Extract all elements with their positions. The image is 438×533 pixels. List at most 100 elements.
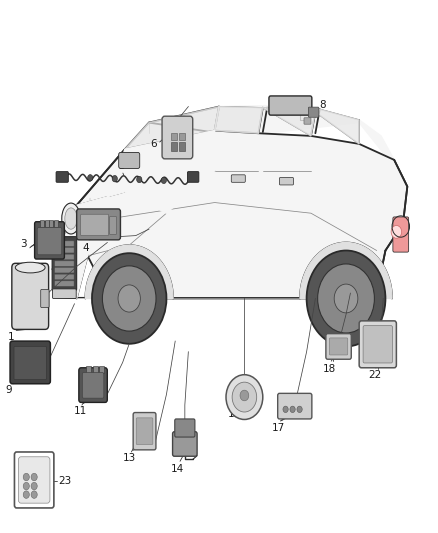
Circle shape: [23, 491, 29, 498]
FancyBboxPatch shape: [278, 393, 312, 419]
FancyBboxPatch shape: [55, 274, 74, 279]
FancyBboxPatch shape: [86, 366, 91, 373]
FancyBboxPatch shape: [393, 217, 409, 252]
Text: 5: 5: [118, 160, 125, 171]
FancyBboxPatch shape: [279, 177, 293, 185]
FancyBboxPatch shape: [269, 96, 312, 115]
Polygon shape: [53, 205, 88, 298]
FancyBboxPatch shape: [55, 261, 74, 266]
Text: 17: 17: [272, 423, 285, 433]
Circle shape: [318, 264, 374, 333]
FancyBboxPatch shape: [37, 228, 62, 255]
FancyBboxPatch shape: [173, 432, 197, 456]
FancyBboxPatch shape: [110, 216, 117, 235]
Polygon shape: [77, 131, 407, 298]
Circle shape: [137, 176, 142, 183]
FancyBboxPatch shape: [40, 220, 44, 227]
Circle shape: [297, 406, 302, 413]
Polygon shape: [85, 245, 173, 298]
Polygon shape: [215, 107, 263, 133]
Text: 6: 6: [150, 139, 157, 149]
Polygon shape: [77, 131, 215, 256]
Text: 8: 8: [320, 100, 326, 110]
FancyBboxPatch shape: [14, 452, 54, 508]
FancyBboxPatch shape: [41, 289, 49, 308]
Ellipse shape: [62, 203, 80, 234]
FancyBboxPatch shape: [55, 254, 74, 260]
Circle shape: [226, 375, 263, 419]
Circle shape: [88, 175, 93, 181]
FancyBboxPatch shape: [93, 366, 98, 373]
Circle shape: [118, 285, 140, 312]
Circle shape: [31, 491, 37, 498]
FancyBboxPatch shape: [187, 172, 199, 182]
Text: 18: 18: [323, 364, 336, 374]
Circle shape: [23, 473, 29, 481]
FancyBboxPatch shape: [35, 222, 64, 259]
Polygon shape: [315, 109, 359, 144]
FancyBboxPatch shape: [49, 220, 53, 227]
Polygon shape: [125, 106, 394, 161]
FancyBboxPatch shape: [359, 321, 396, 368]
FancyBboxPatch shape: [171, 133, 177, 140]
Circle shape: [31, 482, 37, 490]
Polygon shape: [300, 243, 392, 298]
Ellipse shape: [15, 262, 45, 273]
FancyBboxPatch shape: [77, 209, 120, 240]
FancyBboxPatch shape: [119, 152, 140, 168]
FancyBboxPatch shape: [329, 338, 348, 355]
FancyBboxPatch shape: [231, 175, 245, 182]
Circle shape: [102, 266, 156, 331]
Circle shape: [283, 406, 288, 413]
Circle shape: [161, 177, 166, 183]
Circle shape: [334, 284, 358, 313]
FancyBboxPatch shape: [308, 107, 319, 117]
FancyBboxPatch shape: [304, 118, 311, 124]
FancyBboxPatch shape: [10, 341, 50, 384]
FancyBboxPatch shape: [55, 268, 74, 273]
FancyBboxPatch shape: [136, 418, 153, 445]
Circle shape: [240, 390, 249, 401]
Text: 1: 1: [7, 332, 14, 342]
Circle shape: [31, 473, 37, 481]
Polygon shape: [263, 108, 315, 136]
Circle shape: [23, 482, 29, 490]
FancyBboxPatch shape: [179, 133, 185, 140]
Text: 14: 14: [171, 464, 184, 474]
Circle shape: [112, 175, 117, 182]
FancyBboxPatch shape: [171, 142, 177, 151]
Text: 23: 23: [58, 476, 71, 486]
FancyBboxPatch shape: [55, 241, 74, 246]
FancyBboxPatch shape: [179, 142, 185, 151]
Ellipse shape: [65, 208, 77, 229]
Circle shape: [92, 253, 166, 344]
Text: 13: 13: [123, 453, 136, 463]
Text: 4: 4: [82, 243, 89, 253]
Circle shape: [290, 406, 295, 413]
Text: 11: 11: [74, 406, 87, 416]
FancyBboxPatch shape: [79, 368, 107, 402]
Circle shape: [232, 382, 257, 412]
FancyBboxPatch shape: [55, 281, 74, 286]
Circle shape: [307, 251, 385, 346]
FancyBboxPatch shape: [175, 419, 195, 437]
FancyBboxPatch shape: [18, 457, 50, 503]
FancyBboxPatch shape: [53, 289, 76, 298]
FancyBboxPatch shape: [82, 373, 104, 398]
FancyBboxPatch shape: [52, 237, 77, 290]
FancyBboxPatch shape: [12, 263, 49, 329]
FancyBboxPatch shape: [14, 346, 46, 379]
FancyBboxPatch shape: [56, 172, 68, 182]
FancyBboxPatch shape: [55, 247, 74, 253]
Circle shape: [391, 225, 402, 238]
FancyBboxPatch shape: [54, 220, 58, 227]
Polygon shape: [125, 107, 219, 150]
FancyBboxPatch shape: [162, 116, 193, 159]
Text: 15: 15: [228, 409, 241, 419]
Text: 3: 3: [21, 239, 27, 248]
Text: 9: 9: [5, 385, 12, 395]
FancyBboxPatch shape: [45, 220, 49, 227]
FancyBboxPatch shape: [363, 326, 392, 363]
FancyBboxPatch shape: [133, 413, 156, 450]
FancyBboxPatch shape: [326, 334, 351, 359]
